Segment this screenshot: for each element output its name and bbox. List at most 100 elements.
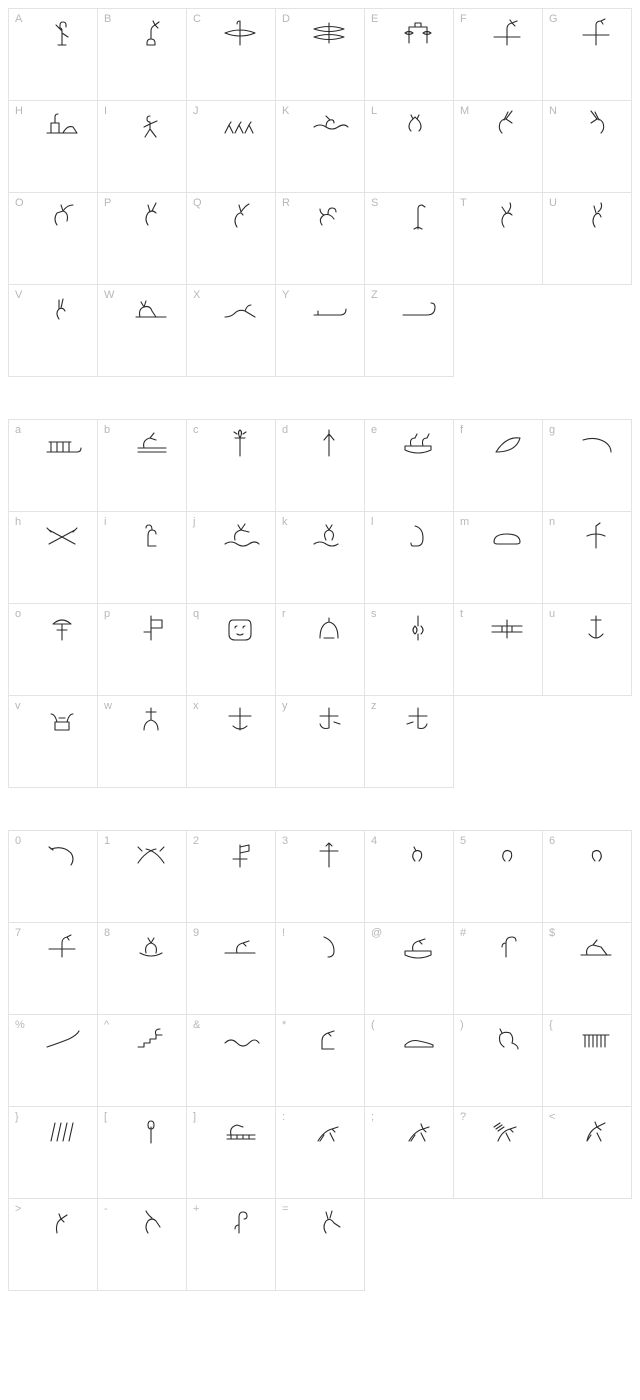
char-cell: R xyxy=(276,193,365,285)
char-cell: T xyxy=(454,193,543,285)
char-cell: r xyxy=(276,604,365,696)
glyph-jackal-on-pot xyxy=(122,15,180,49)
char-cell: : xyxy=(276,1107,365,1199)
glyph-leaf xyxy=(478,426,536,460)
char-label: ; xyxy=(371,1111,374,1123)
glyph-bread-loaf xyxy=(478,518,536,552)
char-label: 6 xyxy=(549,835,555,847)
char-label: D xyxy=(282,13,290,25)
char-cell: z xyxy=(365,696,454,788)
glyph-small-head-left xyxy=(389,837,447,871)
char-label: Q xyxy=(193,197,202,209)
glyph-seated-figure xyxy=(122,518,180,552)
char-cell: I xyxy=(98,101,187,193)
grid-lowercase: abcdefghijklmnopqrstuvwxyz xyxy=(8,419,632,788)
glyph-was-scepter xyxy=(389,199,447,233)
char-label: W xyxy=(104,289,114,301)
glyph-cobra-up xyxy=(478,929,536,963)
char-label: s xyxy=(371,608,377,620)
char-label: p xyxy=(104,608,110,620)
char-label: } xyxy=(15,1111,19,1123)
glyph-striding-man xyxy=(122,107,180,141)
char-label: ^ xyxy=(104,1019,109,1031)
char-label: i xyxy=(104,516,106,528)
char-cell: ! xyxy=(276,923,365,1015)
char-cell: S xyxy=(365,193,454,285)
glyph-fox-head xyxy=(389,107,447,141)
glyph-arched-vessel xyxy=(300,610,358,644)
char-label: v xyxy=(15,700,21,712)
char-label: > xyxy=(15,1203,21,1215)
glyph-jackal-on-line xyxy=(211,929,269,963)
char-cell: Z xyxy=(365,285,454,377)
glyph-goat-head xyxy=(478,199,536,233)
char-label: m xyxy=(460,516,469,528)
char-cell: B xyxy=(98,9,187,101)
char-label: : xyxy=(282,1111,285,1123)
char-label: M xyxy=(460,105,469,117)
char-cell: 4 xyxy=(365,831,454,923)
char-cell: - xyxy=(98,1199,187,1291)
char-cell: ( xyxy=(365,1015,454,1107)
char-label: b xyxy=(104,424,110,436)
char-cell: f xyxy=(454,420,543,512)
char-label: q xyxy=(193,608,199,620)
glyph-gazelle-head xyxy=(122,199,180,233)
char-label: h xyxy=(15,516,21,528)
char-cell: o xyxy=(9,604,98,696)
glyph-plume-curve xyxy=(33,837,91,871)
char-label: P xyxy=(104,197,111,209)
char-cell: ; xyxy=(365,1107,454,1199)
glyph-bull-over-water xyxy=(211,518,269,552)
char-cell: ? xyxy=(454,1107,543,1199)
char-label: t xyxy=(460,608,463,620)
char-cell: 3 xyxy=(276,831,365,923)
char-label: y xyxy=(282,700,288,712)
char-label: 2 xyxy=(193,835,199,847)
glyph-altar-with-horns xyxy=(33,702,91,736)
char-label: ) xyxy=(460,1019,464,1031)
char-cell: k xyxy=(276,512,365,604)
grid-numbers-symbols: 0123456789!@#$%^&*(){}[]:;?<>-+= xyxy=(8,830,632,1291)
glyph-long-curve xyxy=(33,1021,91,1055)
char-cell: w xyxy=(98,696,187,788)
char-label: w xyxy=(104,700,112,712)
char-cell: $ xyxy=(543,923,632,1015)
grid-uppercase: ABCDEFGHIJKLMNOPQRSTUVWXYZ xyxy=(8,8,632,377)
char-label: d xyxy=(282,424,288,436)
char-cell: c xyxy=(187,420,276,512)
glyph-beetle-over-water xyxy=(300,518,358,552)
char-cell: u xyxy=(543,604,632,696)
char-label: L xyxy=(371,105,377,117)
char-label: G xyxy=(549,13,558,25)
char-cell: H xyxy=(9,101,98,193)
char-cell: V xyxy=(9,285,98,377)
char-cell: X xyxy=(187,285,276,377)
char-cell: Q xyxy=(187,193,276,285)
empty-cell xyxy=(543,1199,632,1291)
char-cell: P xyxy=(98,193,187,285)
char-label: j xyxy=(193,516,195,528)
char-cell: ] xyxy=(187,1107,276,1199)
char-cell: @ xyxy=(365,923,454,1015)
glyph-ibex-head xyxy=(567,199,625,233)
char-cell: b xyxy=(98,420,187,512)
glyph-standing-figure-arm-up xyxy=(33,15,91,49)
char-cell: D xyxy=(276,9,365,101)
glyph-cartouche-face xyxy=(211,610,269,644)
char-cell: ) xyxy=(454,1015,543,1107)
char-cell: < xyxy=(543,1107,632,1199)
glyph-biplane-shape xyxy=(478,610,536,644)
glyph-jackal-in-basket xyxy=(389,929,447,963)
glyph-leaping-dog-b xyxy=(389,1113,447,1147)
glyph-three-jackals xyxy=(211,107,269,141)
char-cell: j xyxy=(187,512,276,604)
char-label: ? xyxy=(460,1111,466,1123)
glyph-sphinx-lying xyxy=(211,291,269,325)
char-cell: L xyxy=(365,101,454,193)
character-map: ABCDEFGHIJKLMNOPQRSTUVWXYZabcdefghijklmn… xyxy=(8,8,632,1291)
char-label: { xyxy=(549,1019,553,1031)
char-label: I xyxy=(104,105,107,117)
char-label: % xyxy=(15,1019,25,1031)
char-label: g xyxy=(549,424,555,436)
